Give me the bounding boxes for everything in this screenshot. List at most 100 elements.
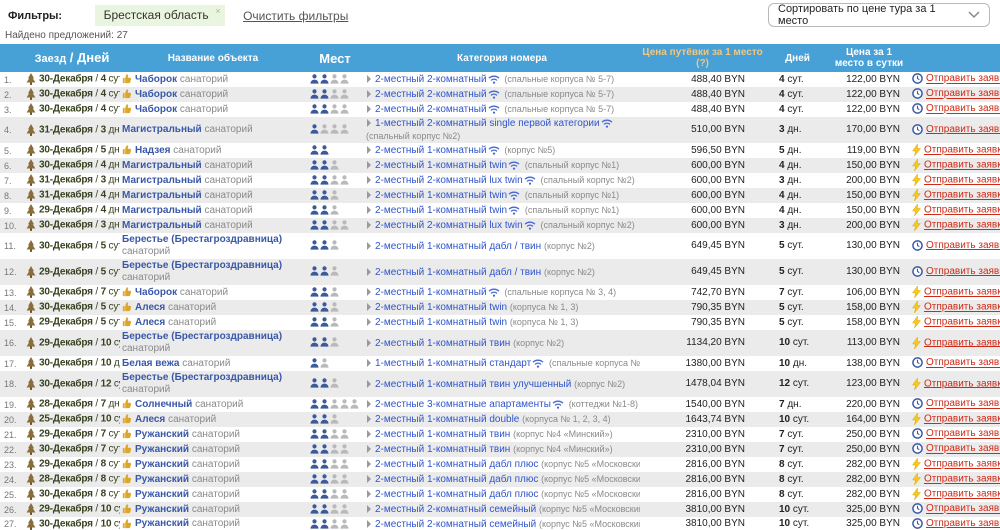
object-name-link[interactable]: Берестье (Брестагроздравница) [122,260,283,271]
apply-link[interactable]: Отправить заявку [924,473,1000,485]
object-name-link[interactable]: Магистральный [122,189,202,201]
apply-link[interactable]: Отправить заявку [924,301,1000,313]
apply-link[interactable]: Отправить заявку [924,488,1000,500]
results-label: Найдено предложений: [5,30,114,41]
room-category-link[interactable]: 2-местный 1-комнатный twin [375,190,508,201]
apply-link[interactable]: Отправить заявку [926,103,1000,115]
room-category-link[interactable]: 2-местный 2-комнатный [375,89,487,100]
room-category-link[interactable]: 2-местный 1-комнатный дабл плюс [375,489,539,500]
object-name-link[interactable]: Берестье (Брестагроздравница) [122,331,283,342]
arrow-icon [367,338,371,347]
object-name-link[interactable]: Ружанский [135,428,190,440]
room-category-link[interactable]: 2-местные 3-комнатные апартаменты [375,399,551,410]
object-type: санаторий [179,286,229,298]
room-category-link[interactable]: 2-местный 1-комнатный твин [375,429,511,440]
object-name-link[interactable]: Магистральный [122,204,202,216]
room-category-link[interactable]: 2-местный 1-комнатный twin [375,160,508,171]
apply-link[interactable]: Отправить заявку [924,458,1000,470]
close-icon[interactable]: × [215,6,221,16]
checkin-date: 29-Декабря / 4 дн. [24,203,120,218]
action-cell: Отправить заявку [908,233,1000,259]
room-category-link[interactable]: 2-местный 1-комнатный дабл плюс [375,474,539,485]
apply-link[interactable]: Отправить заявку [926,443,1000,455]
filter-chip-region[interactable]: Брестская область × [94,5,225,26]
sort-select-value: Сортировать по цене тура за 1 место [778,3,936,27]
clear-filters-link[interactable]: Очистить фильтры [243,8,349,23]
room-category-link[interactable]: 2-местный 1-комнатный [375,145,487,156]
sort-select[interactable]: Сортировать по цене тура за 1 место [768,3,990,27]
apply-link[interactable]: Отправить заявку [924,144,1000,156]
object-name-link[interactable]: Магистральный [122,159,202,171]
apply-link[interactable]: Отправить заявку [926,73,1000,85]
object-name-link[interactable]: Ружанский [135,518,190,530]
object-name-link[interactable]: Магистральный [122,124,202,135]
apply-link[interactable]: Отправить заявку [924,413,1000,425]
object-name-link[interactable]: Берестье (Брестагроздравница) [122,234,283,245]
object-name-link[interactable]: Ружанский [135,503,190,515]
room-category-link[interactable]: 2-местный 1-комнатный [375,287,487,298]
apply-link[interactable]: Отправить заявку [924,219,1000,231]
apply-link[interactable]: Отправить заявку [924,189,1000,201]
apply-link[interactable]: Отправить заявку [924,159,1000,171]
room-category-link[interactable]: 2-местный 1-комнатный твин [375,337,511,349]
object-name-link[interactable]: Алеся [135,301,166,313]
object-name-link[interactable]: Надзея [135,144,171,156]
apply-link[interactable]: Отправить заявку [924,286,1000,298]
apply-link[interactable]: Отправить заявку [924,174,1000,186]
object-name-link[interactable]: Алеся [135,413,166,425]
object-name-link[interactable]: Берестье (Брестагроздравница) [122,372,283,383]
apply-link[interactable]: Отправить заявку [926,518,1000,530]
room-category-link[interactable]: 2-местный 1-комнатный twin [375,205,508,216]
object-name-link[interactable]: Ружанский [135,473,190,485]
arrow-icon [367,460,371,469]
apply-link[interactable]: Отправить заявку [926,88,1000,100]
category-cell: 2-местный 1-комнатный (корпус №5) [364,143,640,158]
object-name-link[interactable]: Чаборок [135,88,178,100]
apply-link[interactable]: Отправить заявку [926,266,1000,278]
room-category-link[interactable]: 2-местный 1-комнатный дабл / твин [375,266,542,278]
room-category-link[interactable]: 1-местный 1-комнатный стандарт [375,358,532,369]
apply-link[interactable]: Отправить заявку [926,240,1000,252]
thumb-up-icon [122,504,132,514]
room-category-link[interactable]: 2-местный 2-комнатный [375,74,487,85]
room-category-link[interactable]: 2-местный 2-комнатный семейный [375,518,537,530]
object-name-link[interactable]: Ружанский [135,443,190,455]
room-category-link[interactable]: 2-местный 1-комнатный твин [375,444,511,455]
room-note: (корпуса № 1, 3) [509,302,579,312]
object-name-link[interactable]: Чаборок [135,73,178,85]
object-name-link[interactable]: Ружанский [135,458,190,470]
room-category-link[interactable]: 2-местный 2-комнатный lux twin [375,220,523,231]
object-name-link[interactable]: Чаборок [135,286,178,298]
object-name-link[interactable]: Солнечный [135,398,193,410]
room-category-link[interactable]: 2-местный 1-комнатный дабл / твин [375,240,542,252]
apply-link[interactable]: Отправить заявку [926,398,1000,410]
object-name-link[interactable]: Белая вежа [122,357,180,369]
room-category-link[interactable]: 2-местный 1-комнатный double [375,414,520,425]
apply-link[interactable]: Отправить заявку [926,357,1000,369]
room-category-link[interactable]: 2-местный 1-комнатный twin [375,302,508,313]
room-category-link[interactable]: 1-местный 2-комнатный single первой кате… [375,118,600,129]
object-name-link[interactable]: Магистральный [122,174,202,186]
apply-link[interactable]: Отправить заявку [924,378,1000,390]
apply-link[interactable]: Отправить заявку [926,428,1000,440]
object-name-link[interactable]: Алеся [135,316,166,328]
tour-price: 790,35 BYN [691,316,745,328]
room-category-link[interactable]: 2-местный 1-комнатный twin [375,317,508,328]
room-category-link[interactable]: 2-местный 2-комнатный lux twin [375,175,523,186]
person-icon [310,74,319,84]
room-category-link[interactable]: 2-местный 1-комнатный твин улучшенный [375,378,572,390]
apply-link[interactable]: Отправить заявку [924,337,1000,349]
object-name-link[interactable]: Ружанский [135,488,190,500]
room-category-link[interactable]: 2-местный 1-комнатный дабл плюс [375,459,539,470]
room-category-link[interactable]: 2-местный 2-комнатный [375,104,487,115]
apply-link[interactable]: Отправить заявку [926,124,1000,136]
object-name-link[interactable]: Чаборок [135,103,178,115]
object-name-link[interactable]: Магистральный [122,219,202,231]
room-note: (спальный корпус №2) [540,220,635,230]
apply-link[interactable]: Отправить заявку [926,503,1000,515]
room-category-link[interactable]: 2-местный 2-комнатный семейный [375,504,537,515]
apply-link[interactable]: Отправить заявку [924,316,1000,328]
arrow-icon [367,318,371,327]
apply-link[interactable]: Отправить заявку [924,204,1000,216]
header-tour-price[interactable]: Цена путёвки за 1 место (?) [640,44,765,72]
